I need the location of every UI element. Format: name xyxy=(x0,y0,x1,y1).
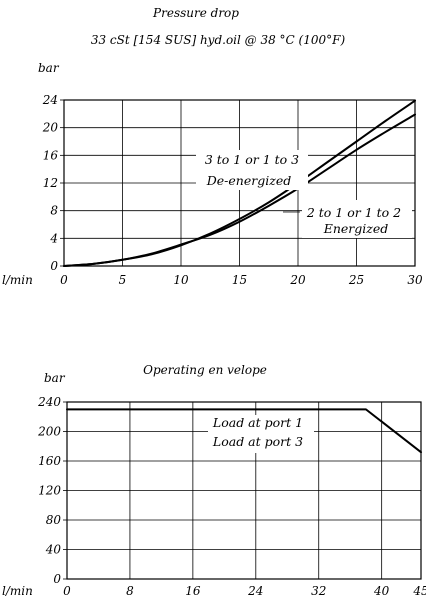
chart1-y-tick-label: 16 xyxy=(43,148,59,162)
chart1-x-tick-label: 20 xyxy=(289,273,306,287)
chart2-annotation-line2: Load at port 3 xyxy=(212,434,303,449)
chart2-y-tick-label: 80 xyxy=(46,513,62,527)
operating-envelope-chart: Operating en velope bar l/min 0 8 16 24 32 40… xyxy=(2,363,426,598)
chart1-annotation2-bg xyxy=(302,200,412,238)
chart2-x-tick-label: 8 xyxy=(126,584,134,598)
chart2-annotation-bg xyxy=(208,415,314,453)
chart1-annotation1-bg xyxy=(196,150,308,190)
chart1-x-tick-label: 0 xyxy=(60,273,68,287)
chart2-x-tick-label: 16 xyxy=(185,584,201,598)
chart2-y-tick-label: 40 xyxy=(45,543,62,557)
chart2-plot-frame xyxy=(66,401,422,580)
chart1-annotation1-line1: 3 to 1 or 1 to 3 xyxy=(205,152,299,167)
chart1-y-tick-label: 20 xyxy=(42,121,59,135)
chart2-tick-labels: 0 8 16 24 32 40 45 0 40 80 120 160 200 240 xyxy=(37,395,426,598)
chart2-x-tick-label: 32 xyxy=(311,584,326,598)
chart1-x-axis-label: l/min xyxy=(2,273,33,287)
chart2-y-axis-label: bar xyxy=(44,371,66,385)
chart1-x-tick-label: 10 xyxy=(173,273,189,287)
chart2-y-tick-label: 200 xyxy=(37,425,61,439)
chart1-y-tick-label: 8 xyxy=(50,204,58,218)
pressure-drop-chart: Pressure drop 33 cSt [154 SUS] hyd.oil @… xyxy=(2,6,423,287)
chart1-y-tick-label: 24 xyxy=(42,93,58,107)
chart2-series xyxy=(66,408,422,454)
chart2-y-tick-label: 120 xyxy=(38,484,61,498)
chart2-gridlines xyxy=(63,401,421,580)
chart1-x-tick-label: 5 xyxy=(119,273,127,287)
chart1-x-tick-label: 30 xyxy=(407,273,423,287)
chart2-annotation-line1: Load at port 1 xyxy=(212,415,303,430)
chart2-x-tick-label: 0 xyxy=(63,584,71,598)
chart2-x-tick-label: 40 xyxy=(373,584,390,598)
chart2-y-tick-label: 0 xyxy=(53,572,61,586)
chart2-x-axis-label: l/min xyxy=(2,584,33,598)
chart1-x-tick-label: 25 xyxy=(348,273,364,287)
chart1-annotation1-line2: De-energized xyxy=(206,173,291,188)
chart1-y-axis-label: bar xyxy=(38,61,60,75)
chart1-y-tick-label: 12 xyxy=(43,176,58,190)
chart1-x-tick-label: 15 xyxy=(232,273,247,287)
chart1-plot-frame xyxy=(63,99,416,267)
chart2-y-tick-label: 240 xyxy=(37,395,61,409)
chart1-series-line-2 xyxy=(63,113,416,267)
chart2-x-tick-label: 45 xyxy=(412,584,426,598)
chart1-annotation2-line2: Energized xyxy=(323,221,389,236)
chart1-y-tick-label: 0 xyxy=(50,259,58,273)
chart1-subtitle: 33 cSt [154 SUS] hyd.oil @ 38 °C (100°F) xyxy=(91,33,346,47)
chart1-annotation2-line1: 2 to 1 or 1 to 2 xyxy=(306,205,401,220)
chart2-y-tick-label: 160 xyxy=(38,454,61,468)
chart1-series xyxy=(63,99,416,267)
chart2-title: Operating en velope xyxy=(143,363,267,377)
chart1-title: Pressure drop xyxy=(152,6,239,20)
chart2-series-line-1 xyxy=(66,408,422,454)
chart1-tick-labels: 0 5 10 15 20 25 30 0 4 8 12 16 20 24 xyxy=(42,93,423,287)
chart2-x-tick-label: 24 xyxy=(247,584,263,598)
chart1-y-tick-label: 4 xyxy=(49,231,58,245)
